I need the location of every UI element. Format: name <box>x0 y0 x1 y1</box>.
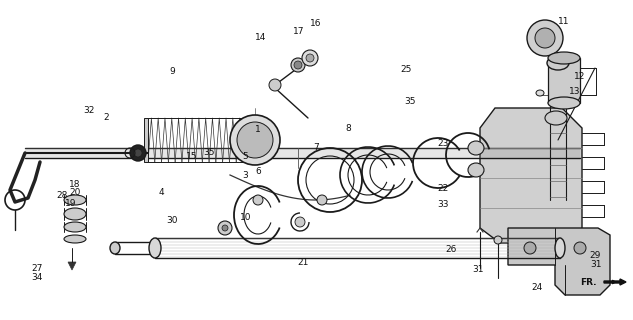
Bar <box>144 118 148 162</box>
Text: 32: 32 <box>83 106 94 115</box>
Circle shape <box>524 242 536 254</box>
Circle shape <box>294 61 302 69</box>
Polygon shape <box>68 262 76 270</box>
Polygon shape <box>508 228 610 295</box>
Bar <box>548 58 580 103</box>
Text: 34: 34 <box>31 273 42 282</box>
Ellipse shape <box>64 235 86 243</box>
Circle shape <box>494 236 502 244</box>
Text: 22: 22 <box>437 184 449 193</box>
Circle shape <box>269 79 281 91</box>
Circle shape <box>222 225 228 231</box>
Circle shape <box>237 122 273 158</box>
Ellipse shape <box>64 222 86 232</box>
Text: 28: 28 <box>56 191 68 200</box>
FancyArrow shape <box>604 279 626 285</box>
Circle shape <box>535 28 555 48</box>
Text: 20: 20 <box>69 188 80 196</box>
Text: 33: 33 <box>437 200 449 209</box>
Circle shape <box>302 50 318 66</box>
Text: 13: 13 <box>569 87 580 96</box>
Text: 4: 4 <box>159 188 164 196</box>
Text: 9: 9 <box>169 67 175 76</box>
Circle shape <box>306 54 314 62</box>
Circle shape <box>130 145 146 161</box>
Text: 6: 6 <box>255 167 261 176</box>
Ellipse shape <box>468 141 484 155</box>
Circle shape <box>317 195 327 205</box>
Text: 35: 35 <box>404 97 416 106</box>
Text: 35: 35 <box>203 148 215 157</box>
Text: 3: 3 <box>242 171 249 180</box>
Text: 25: 25 <box>401 65 412 74</box>
Ellipse shape <box>555 238 565 258</box>
Text: 5: 5 <box>242 152 249 161</box>
Circle shape <box>295 217 305 227</box>
Ellipse shape <box>64 208 86 220</box>
Text: 23: 23 <box>437 139 449 148</box>
Text: FR.: FR. <box>580 278 597 287</box>
Text: 30: 30 <box>166 216 178 225</box>
Circle shape <box>218 221 232 235</box>
Circle shape <box>291 58 305 72</box>
Ellipse shape <box>548 52 580 64</box>
Text: 31: 31 <box>472 265 484 274</box>
Ellipse shape <box>547 56 569 70</box>
Text: 31: 31 <box>591 260 602 269</box>
Text: 8: 8 <box>345 124 351 132</box>
Ellipse shape <box>110 242 120 254</box>
Circle shape <box>134 149 142 157</box>
Circle shape <box>527 20 563 56</box>
Bar <box>243 118 248 162</box>
Text: 12: 12 <box>573 72 585 81</box>
Ellipse shape <box>550 54 566 62</box>
Ellipse shape <box>149 238 161 258</box>
Circle shape <box>574 242 586 254</box>
Text: 15: 15 <box>186 152 197 161</box>
Text: 17: 17 <box>293 27 304 36</box>
Text: 7: 7 <box>313 143 320 152</box>
Ellipse shape <box>548 97 580 109</box>
Text: 1: 1 <box>255 125 261 134</box>
Text: 2: 2 <box>104 113 109 122</box>
Text: 14: 14 <box>255 33 266 42</box>
Text: 16: 16 <box>310 19 321 28</box>
Ellipse shape <box>536 90 544 96</box>
Text: 27: 27 <box>31 264 42 273</box>
Text: 11: 11 <box>558 17 569 26</box>
Text: 26: 26 <box>445 245 456 254</box>
Text: 21: 21 <box>297 258 308 267</box>
Ellipse shape <box>468 163 484 177</box>
Text: 10: 10 <box>240 213 251 222</box>
Polygon shape <box>480 108 582 243</box>
Ellipse shape <box>545 111 567 125</box>
Text: 18: 18 <box>69 180 80 188</box>
Circle shape <box>230 115 280 165</box>
Circle shape <box>253 195 263 205</box>
Text: 19: 19 <box>65 199 77 208</box>
Ellipse shape <box>64 195 86 205</box>
Text: 29: 29 <box>589 251 601 260</box>
Text: 24: 24 <box>531 284 542 292</box>
